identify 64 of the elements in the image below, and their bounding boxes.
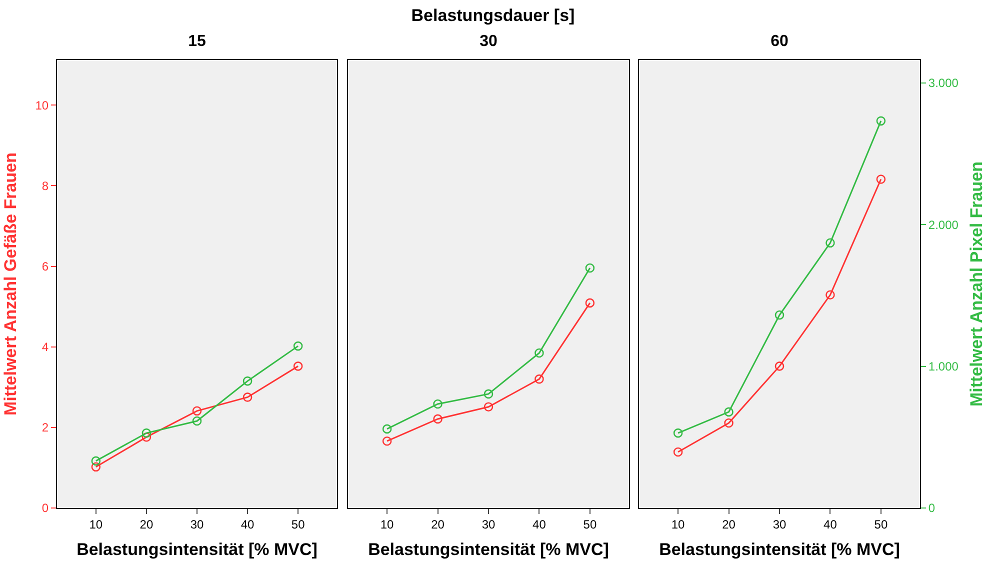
x-tick-label: 30	[772, 517, 786, 532]
x-tick-label: 10	[380, 517, 394, 532]
y-tick-label: 8	[42, 178, 49, 193]
point	[585, 298, 595, 308]
point	[876, 174, 886, 184]
point	[433, 399, 442, 409]
x-tick-label: 40	[240, 517, 255, 532]
point	[534, 348, 544, 358]
y-tick-label: 4	[42, 340, 49, 354]
y-tick-label: 6	[42, 259, 49, 274]
point	[433, 414, 442, 424]
chart-title: 30	[480, 33, 498, 50]
x-tick-label: 50	[874, 517, 888, 532]
x-axis-title: Belastungsintensität [% MVC]	[368, 540, 609, 559]
x-tick-label: 20	[722, 517, 736, 532]
text: Belastungsdauer [s]	[410, 6, 576, 26]
y2-tick-label: 0	[928, 501, 936, 516]
point	[142, 428, 152, 438]
point	[293, 362, 303, 371]
point	[826, 238, 835, 248]
x-tick-label: 50	[291, 517, 306, 532]
x-tick-label: 30	[190, 517, 204, 532]
y-tick-label: 10	[35, 98, 49, 112]
x-tick-label: 50	[583, 517, 597, 532]
point	[192, 406, 202, 416]
point	[293, 341, 303, 351]
x-tick-label: 10	[671, 517, 686, 532]
y2-axis-title: Mittelwert Anzahl Pixel Frauen	[967, 162, 986, 406]
point	[382, 436, 392, 446]
point	[673, 428, 683, 438]
x-tick-label: 10	[89, 517, 103, 532]
x-tick-label: 20	[431, 517, 445, 532]
point	[826, 290, 835, 300]
x-axis-title: Belastungsintensität [% MVC]	[76, 540, 318, 559]
x-tick-label: 20	[140, 517, 154, 532]
x-tick-label: 40	[532, 517, 546, 532]
chart-title: 60	[770, 33, 788, 50]
x-axis-title: Belastungsintensität [% MVC]	[659, 540, 900, 559]
y-tick-label: 0	[42, 501, 49, 516]
point	[382, 424, 392, 434]
point	[534, 374, 544, 384]
y2-tick-label: 2.000	[928, 218, 959, 232]
point	[192, 416, 202, 426]
x-tick-label: 30	[482, 517, 496, 532]
point	[876, 116, 886, 126]
y-axis-title: Mittelwert Anzahl Gefäße Frauen	[0, 152, 20, 416]
x-tick-label: 40	[824, 517, 838, 532]
point	[724, 418, 734, 428]
chart-title: 15	[188, 33, 206, 50]
point	[242, 376, 252, 386]
point	[484, 402, 494, 412]
point	[242, 392, 252, 402]
point	[91, 462, 101, 472]
point	[673, 447, 683, 457]
point	[91, 456, 101, 466]
y-tick-label: 2	[42, 420, 49, 435]
y2-tick-label: 1.000	[928, 360, 959, 374]
point	[774, 310, 784, 320]
point	[774, 362, 784, 371]
point	[484, 389, 494, 399]
point	[142, 432, 152, 442]
point	[724, 407, 734, 417]
y2-tick-label: 3.000	[928, 76, 959, 90]
point	[585, 263, 595, 273]
